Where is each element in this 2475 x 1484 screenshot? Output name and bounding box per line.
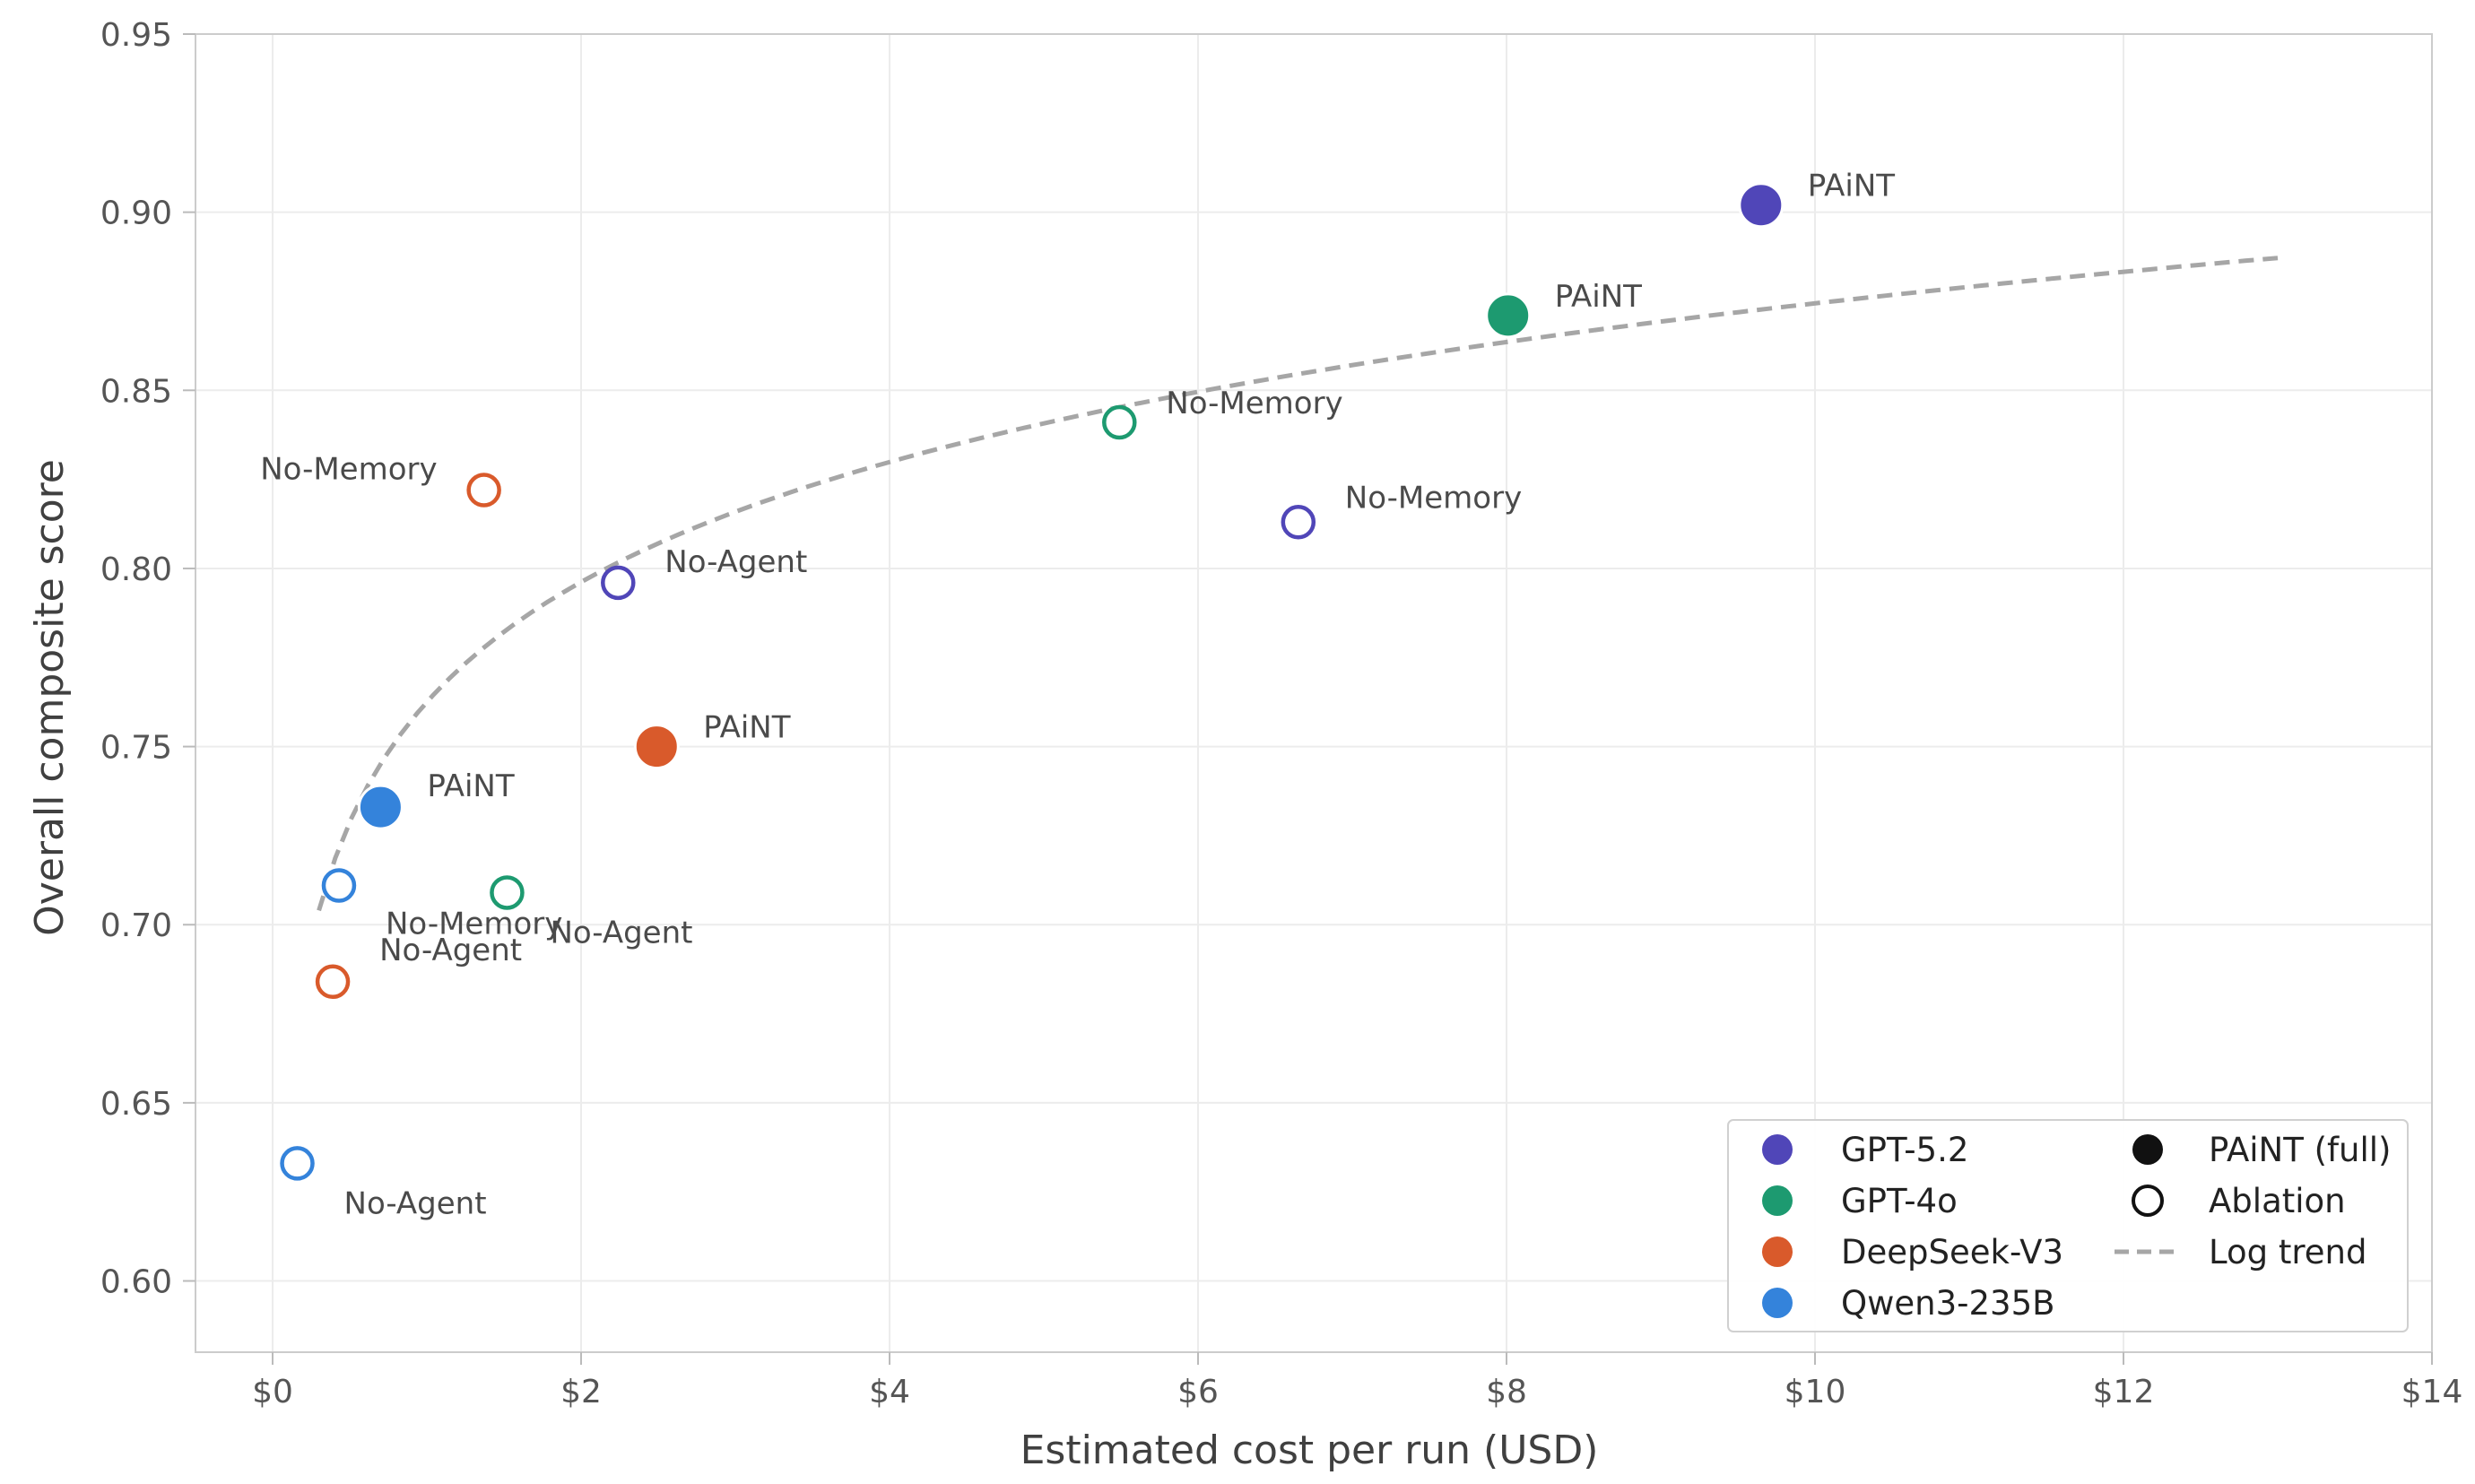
point-label: No-Agent [379, 933, 522, 968]
x-tick-label: $12 [2093, 1374, 2155, 1410]
legend-qwen-label: Qwen3-235B [1841, 1284, 2055, 1323]
y-tick-label: 0.65 [100, 1086, 172, 1123]
log-trend-line [317, 256, 2279, 912]
y-tick-label: 0.85 [100, 373, 172, 410]
full-point-marker [633, 724, 680, 770]
y-tick-label: 0.80 [100, 551, 172, 588]
y-tick-label: 0.95 [100, 17, 172, 54]
point-label: PAiNT [1808, 169, 1895, 204]
full-point-marker [1485, 292, 1532, 339]
legend-ablation-marker [2132, 1185, 2164, 1217]
point-annotations: PAiNTNo-MemoryNo-AgentPAiNTNo-MemoryNo-A… [260, 169, 1895, 1222]
legend-full-marker [2132, 1134, 2163, 1165]
x-tick-label: $4 [869, 1374, 910, 1410]
point-label: No-Memory [386, 907, 562, 942]
point-label: PAiNT [427, 768, 514, 804]
point-label: PAiNT [1555, 279, 1642, 315]
ablation-point-marker [490, 875, 525, 910]
ablation-point-marker [315, 964, 351, 1000]
y-tick-label: 0.90 [100, 195, 172, 232]
full-point-marker [357, 784, 404, 830]
x-tick-label: $14 [2401, 1374, 2463, 1410]
y-tick-label: 0.75 [100, 730, 172, 767]
ablation-point-marker [1102, 404, 1137, 440]
axes: $0 $2 $4 $6 $8 $10 $12 $14 0.60 0.65 0.70 0.75 0.80 0… [100, 17, 2463, 1410]
legend: GPT-5.2 GPT-4o DeepSeek-V3 Qwen3-235B PA… [1727, 1119, 2409, 1332]
x-tick-label: $6 [1177, 1374, 1219, 1410]
x-axis-label: Estimated cost per run (USD) [1020, 1428, 1599, 1473]
ablation-point-marker [466, 473, 501, 508]
point-label: No-Memory [1166, 386, 1342, 421]
legend-gpt52-swatch [1762, 1134, 1793, 1165]
point-label: No-Agent [550, 915, 692, 950]
legend-trend-label: Log trend [2209, 1233, 2366, 1271]
ablation-point-marker [280, 1146, 315, 1181]
legend-ablation-label: Ablation [2209, 1182, 2346, 1220]
full-point-marker [1738, 182, 1785, 229]
legend-gpt4o-label: GPT-4o [1841, 1182, 1958, 1220]
plot-frame [195, 33, 2433, 1353]
point-label: No-Agent [664, 544, 807, 580]
point-label: PAiNT [703, 710, 790, 746]
point-label: No-Memory [1345, 480, 1522, 516]
point-label: No-Memory [260, 452, 437, 488]
ablation-point-marker [321, 868, 357, 903]
ablation-point-marker [601, 565, 636, 601]
ablation-point-marker [1281, 505, 1316, 540]
legend-deepseek-label: DeepSeek-V3 [1841, 1233, 2063, 1271]
legend-full-label: PAiNT (full) [2209, 1131, 2391, 1169]
y-tick-label: 0.70 [100, 907, 172, 944]
legend-box [1727, 1119, 2409, 1332]
point-label: No-Agent [344, 1185, 487, 1221]
log-trend-path [317, 256, 2279, 912]
data-points [280, 182, 1785, 1181]
legend-gpt52-label: GPT-5.2 [1841, 1131, 1968, 1169]
legend-qwen-swatch [1762, 1288, 1793, 1318]
legend-gpt4o-swatch [1762, 1185, 1793, 1216]
y-tick-label: 0.60 [100, 1264, 172, 1301]
x-tick-label: $2 [560, 1374, 602, 1410]
x-tick-label: $10 [1785, 1374, 1846, 1410]
legend-deepseek-swatch [1762, 1237, 1793, 1267]
y-axis-label: Overall composite score [27, 459, 73, 936]
x-tick-label: $0 [252, 1374, 293, 1410]
x-tick-label: $8 [1486, 1374, 1527, 1410]
grid-lines [195, 33, 2433, 1352]
